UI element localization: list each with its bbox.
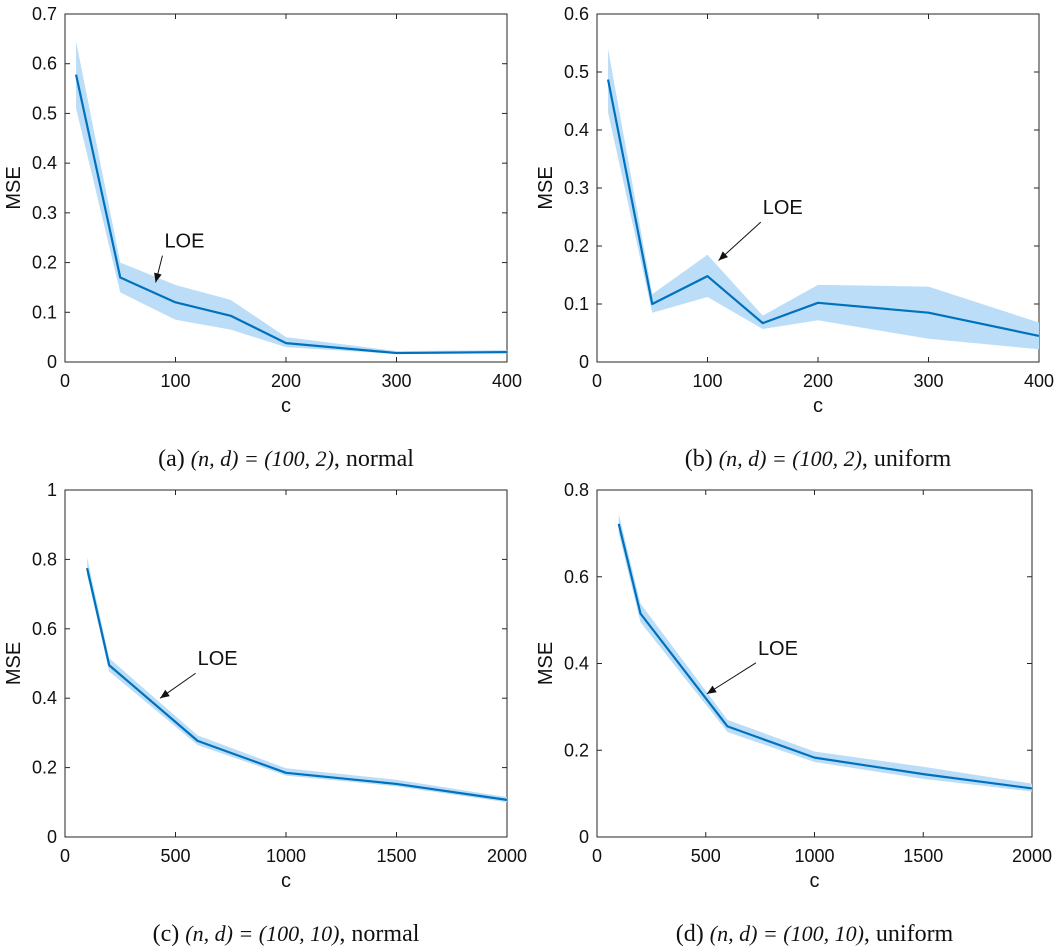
x-tick-label: 200 (803, 371, 833, 391)
annotation-arrowhead (718, 251, 728, 261)
x-tick-label: 500 (160, 846, 190, 866)
panel-b: 0 100 200 300 400 0 0.1 0.2 0.3 0.4 0.5 0.6 c MSE LOE (… (535, 4, 1054, 472)
panel-caption: (b) (n, d) = (100, 2), uniform (685, 446, 952, 472)
x-tick-label: 1500 (903, 846, 943, 866)
confidence-band-a (76, 41, 508, 355)
caption-suffix: , uniform (862, 446, 952, 472)
x-tick-label: 2000 (1012, 846, 1052, 866)
caption-math: (n, d) = (100, 10) (710, 921, 864, 946)
y-tick-label: 0.1 (32, 302, 57, 322)
y-axis-label: MSE (3, 642, 25, 685)
x-tick-label: 500 (691, 846, 721, 866)
x-tick-label: 400 (492, 371, 522, 391)
y-tick-label: 0.2 (32, 758, 57, 778)
x-tick-label: 1500 (376, 846, 416, 866)
caption-label: (b) (685, 446, 719, 472)
plot-frame-d (596, 489, 1033, 838)
series-line-d (617, 523, 1033, 790)
y-tick-label: 0.4 (564, 120, 589, 140)
y-tick-label: 0.3 (564, 178, 589, 198)
y-tick-label: 0.1 (564, 294, 589, 314)
x-tick-label: 200 (271, 371, 301, 391)
y-tick-label: 0.5 (564, 62, 589, 82)
series-line-c (86, 567, 508, 801)
y-tick-label: 0.2 (564, 236, 589, 256)
caption-suffix: , normal (334, 446, 414, 472)
y-tick-label: 0 (47, 827, 57, 847)
x-tick-label: 300 (381, 371, 411, 391)
y-tick-label: 0.4 (32, 688, 57, 708)
plot-frame-c (64, 489, 508, 838)
y-tick-label: 0.6 (564, 4, 589, 24)
x-axis-label: c (281, 395, 291, 417)
annotation-arrow (706, 662, 757, 695)
annotation-arrow (718, 221, 762, 261)
y-tick-label: 0 (579, 827, 589, 847)
panel-caption: (c) (n, d) = (100, 10), normal (153, 921, 420, 946)
plot-frame-a (64, 13, 508, 363)
annotation-label: LOE (198, 648, 238, 670)
confidence-band-d (618, 513, 1032, 792)
y-tick-label: 0.5 (32, 103, 57, 123)
series-line-a (74, 74, 508, 355)
x-tick-label: 1000 (794, 846, 834, 866)
x-axis-label: c (281, 870, 291, 892)
x-axis-label: c (810, 870, 820, 892)
confidence-band-b (608, 48, 1039, 350)
y-tick-label: 0.2 (564, 740, 589, 760)
panel-d: 0 500 1000 1500 2000 0 0.2 0.4 0.6 0.8 c MSE LOE (d) … (535, 480, 1052, 946)
x-tick-label: 0 (60, 371, 70, 391)
panel-a: 0 100 200 300 400 0 0.1 0.2 0.3 0.4 0.5 0.6 0.7 c MSE L… (3, 4, 522, 472)
y-tick-label: 0.8 (564, 480, 589, 500)
confidence-band-c (87, 557, 507, 803)
y-tick-label: 0.6 (32, 619, 57, 639)
caption-label: (a) (158, 446, 191, 472)
x-tick-label: 0 (592, 846, 602, 866)
y-tick-label: 0.6 (32, 54, 57, 74)
caption-math: (n, d) = (100, 10) (185, 921, 339, 946)
x-tick-label: 100 (160, 371, 190, 391)
caption-suffix: , uniform (864, 921, 954, 946)
annotation-label: LOE (164, 231, 204, 253)
annotation-arrowhead (706, 685, 717, 694)
y-axis-label: MSE (535, 166, 557, 209)
panel-c: 0 500 1000 1500 2000 0 0.2 0.4 0.6 0.8 1 c MSE LOE (c)… (3, 480, 527, 946)
x-tick-label: 300 (913, 371, 943, 391)
y-tick-label: 0.7 (32, 4, 57, 24)
y-axis-label: MSE (535, 642, 557, 685)
caption-math: (n, d) = (100, 2) (191, 446, 334, 471)
x-tick-label: 2000 (487, 846, 527, 866)
caption-suffix: , normal (339, 921, 419, 946)
x-tick-label: 100 (692, 371, 722, 391)
annotation-label: LOE (758, 638, 798, 660)
y-tick-label: 0.2 (32, 253, 57, 273)
y-tick-label: 0.6 (564, 567, 589, 587)
annotation-arrowhead (160, 689, 170, 699)
caption-label: (c) (153, 921, 186, 946)
annotation-arrowhead (154, 272, 162, 283)
panel-caption: (d) (n, d) = (100, 10), uniform (676, 921, 954, 946)
x-tick-label: 0 (592, 371, 602, 391)
y-tick-label: 0 (579, 352, 589, 372)
y-tick-label: 0.4 (32, 153, 57, 173)
caption-label: (d) (676, 921, 710, 946)
y-tick-label: 0.4 (564, 654, 589, 674)
y-axis-label: MSE (3, 166, 25, 209)
y-tick-label: 0.8 (32, 549, 57, 569)
x-tick-label: 400 (1024, 371, 1054, 391)
panel-caption: (a) (n, d) = (100, 2), normal (158, 446, 414, 472)
annotation-label: LOE (763, 197, 803, 219)
x-tick-label: 0 (60, 846, 70, 866)
x-axis-label: c (813, 395, 823, 417)
y-tick-label: 1 (47, 480, 57, 500)
y-tick-label: 0.3 (32, 203, 57, 223)
caption-math: (n, d) = (100, 2) (719, 446, 862, 471)
y-tick-label: 0 (47, 352, 57, 372)
x-tick-label: 1000 (266, 846, 306, 866)
